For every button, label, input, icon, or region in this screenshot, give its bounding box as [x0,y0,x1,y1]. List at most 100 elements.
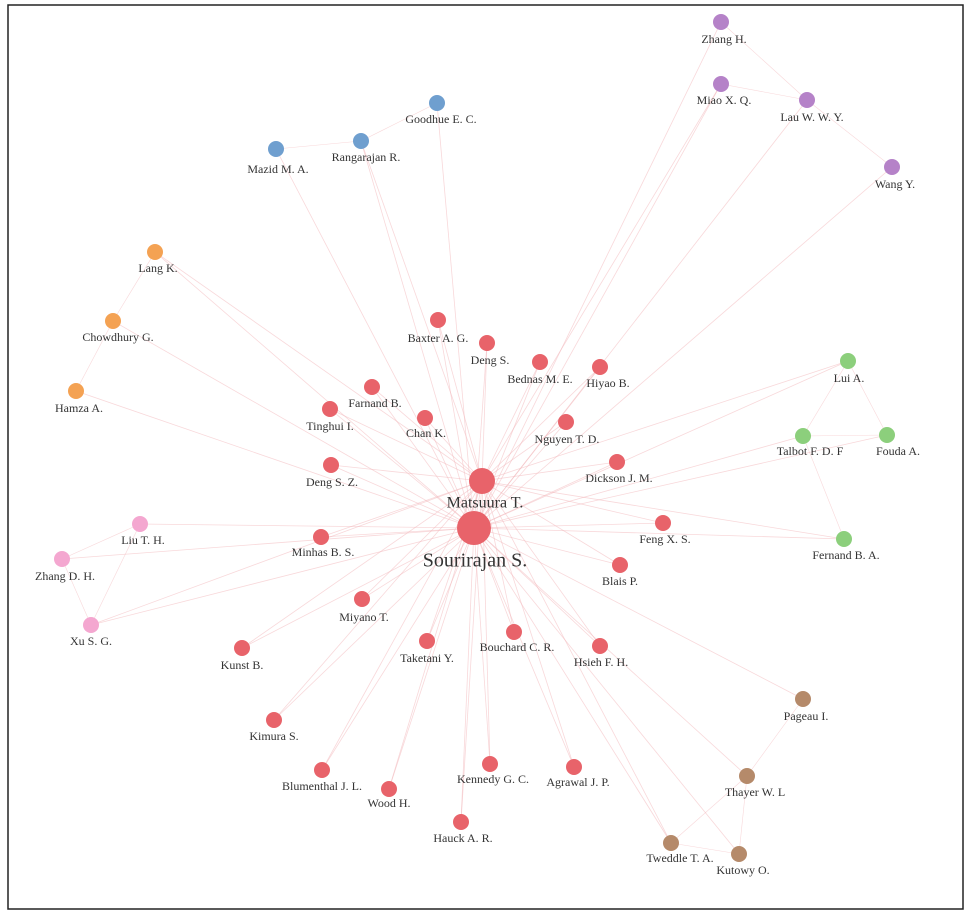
edge [330,464,483,482]
edge [371,386,475,529]
node [354,591,370,607]
edge [720,21,808,101]
node [884,159,900,175]
node-label: Tinghui I. [306,419,354,433]
node-label: Lui A. [834,371,865,385]
edge [481,342,488,482]
edge [61,523,141,560]
node [479,335,495,351]
edge [473,527,740,855]
node-label: Rangarajan R. [332,150,401,164]
node [419,633,435,649]
node-label: Baxter A. G. [408,331,469,345]
edge [473,360,849,529]
node [457,511,491,545]
node-label: Nguyen T. D. [535,432,600,446]
edge [360,140,483,482]
edge [437,319,483,482]
edge [473,527,804,700]
edge [90,527,475,626]
node [429,95,445,111]
node [655,515,671,531]
edge [481,480,621,566]
node-label: Kennedy G. C. [457,772,529,786]
node-label: Kutowy O. [716,863,769,877]
node-label: Deng S. [471,353,510,367]
node-label: Zhang D. H. [35,569,95,583]
node [364,379,380,395]
edge [361,480,483,600]
edge [61,527,475,560]
edge [241,527,475,649]
node-label: Kimura S. [249,729,298,743]
node [739,768,755,784]
edge [738,775,748,855]
node-label: Miao X. Q. [697,93,752,107]
node [313,529,329,545]
node-label: Hsieh F. H. [574,655,628,669]
edge [437,319,475,529]
edge [473,527,575,768]
edge [481,366,601,482]
node [266,712,282,728]
node [234,640,250,656]
node [268,141,284,157]
node [592,359,608,375]
node-label: Zhang H. [701,32,746,46]
node [713,14,729,30]
edge [473,527,515,633]
node-label: Deng S. Z. [306,475,358,489]
edge [473,361,541,529]
edge [75,320,114,392]
node [381,781,397,797]
edge [154,251,483,482]
node [323,457,339,473]
edge [670,842,740,855]
node [453,814,469,830]
edge [75,390,475,529]
node-label: Hamza A. [55,401,103,415]
node-label: Wood H. [367,796,410,810]
node-label: Fernand B. A. [812,548,879,562]
edge [473,522,664,529]
node [68,383,84,399]
edge [802,435,845,540]
node [506,624,522,640]
edge [273,527,475,721]
node [663,835,679,851]
edge [481,480,672,844]
node-label: Agrawal J. P. [546,775,609,789]
node [558,414,574,430]
node-label: Lau W. W. Y. [780,110,843,124]
edge [473,166,893,529]
edge [61,558,92,626]
node [592,638,608,654]
edge [473,434,888,529]
node [353,133,369,149]
edge [460,527,475,823]
edge [720,83,808,101]
nodes: Sourirajan S.Matsuura T.Baxter A. G.Deng… [35,14,920,877]
edge [388,527,475,790]
node [532,354,548,370]
edge [481,421,567,482]
edge [806,99,893,168]
edge [361,527,475,600]
edge [371,386,483,482]
edge [154,251,475,529]
node-label: Bouchard C. R. [480,640,555,654]
edge [473,83,722,529]
edge [746,698,804,777]
edge [273,480,483,721]
node-label: Matsuura T. [447,495,524,512]
node-label: Dickson J. M. [585,471,652,485]
edge [321,527,475,771]
node [417,410,433,426]
edge [473,527,672,844]
edge [847,360,888,436]
node [879,427,895,443]
edge [90,523,141,626]
node-label: Blumenthal J. L. [282,779,362,793]
edge [275,140,362,150]
edge [481,461,618,482]
